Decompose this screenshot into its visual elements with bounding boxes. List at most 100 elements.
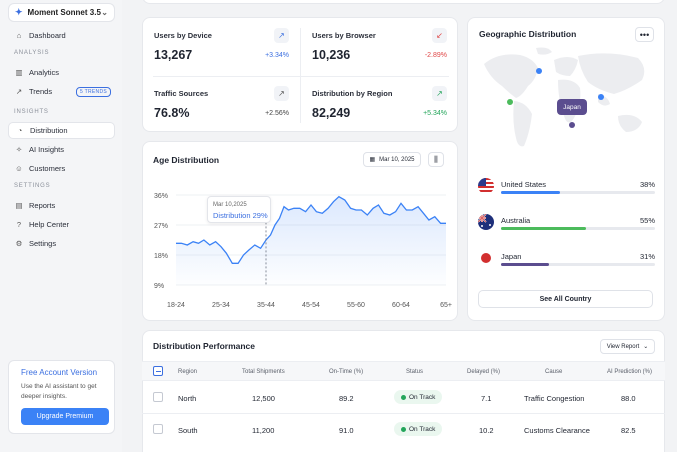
map-marker-3[interactable] bbox=[598, 94, 604, 100]
sidebar-item-reports[interactable]: ▤ Reports bbox=[8, 197, 115, 214]
trend-icon: ↗ bbox=[15, 87, 23, 96]
map-marker-australia[interactable] bbox=[507, 99, 513, 105]
status-dot-icon bbox=[401, 426, 406, 432]
cell-cause: Customs Clearance bbox=[524, 426, 590, 435]
stat-label: Traffic Sources bbox=[154, 89, 209, 98]
sidebar-item-label: AI Insights bbox=[29, 145, 65, 154]
stat-change: -2.89% bbox=[424, 52, 447, 59]
country-percent: 55% bbox=[639, 216, 655, 225]
country-progress-fill bbox=[501, 191, 560, 194]
sidebar-item-label: Trends bbox=[29, 87, 53, 96]
more-icon: ••• bbox=[639, 29, 650, 40]
cell-ontime: 89.2 bbox=[339, 394, 354, 403]
cell-region: South bbox=[178, 426, 198, 435]
table-header: Region Total Shipments On-Time (%) Statu… bbox=[142, 361, 665, 381]
see-all-country-button[interactable]: See All Country bbox=[478, 290, 653, 308]
cell-cause: Traffic Congestion bbox=[524, 394, 585, 403]
country-percent: 38% bbox=[639, 180, 655, 189]
world-map-landmasses bbox=[484, 47, 645, 147]
chevron-down-icon: ⌄ bbox=[643, 344, 649, 350]
cell-delayed: 10.2 bbox=[479, 426, 494, 435]
stat-change: +2.56% bbox=[265, 110, 289, 117]
sidebar-item-label: Reports bbox=[29, 201, 56, 210]
x-tick-label: 55-60 bbox=[347, 302, 365, 309]
stat-change: +5.34% bbox=[423, 110, 447, 117]
map-tooltip: Japan bbox=[557, 99, 587, 115]
status-badge: On Track bbox=[394, 422, 443, 436]
upgrade-title: Free Account Version bbox=[21, 368, 98, 377]
stat-value: 82,249 bbox=[312, 106, 351, 120]
column-header-cause[interactable]: Cause bbox=[545, 369, 563, 375]
more-options-button[interactable]: ••• bbox=[635, 27, 654, 42]
jp-flag-icon bbox=[478, 250, 494, 266]
stat-value: 76.8% bbox=[154, 106, 190, 120]
column-header-region[interactable]: Region bbox=[178, 369, 198, 375]
arrow-up-right-icon[interactable]: ↗ bbox=[274, 28, 289, 43]
us-flag-icon bbox=[478, 178, 494, 194]
series-line bbox=[176, 195, 446, 264]
map-marker-us[interactable] bbox=[536, 68, 542, 74]
stat-label: Users by Device bbox=[154, 31, 212, 40]
column-header-on-time[interactable]: On-Time (%) bbox=[329, 369, 364, 375]
sidebar: ✦ Moment Sonnet 3.5 ⌄ ⌂ Dashboard ANALYS… bbox=[0, 0, 122, 452]
stat-distribution-by-region: Distribution by Region 82,249 ↗ +5.34% bbox=[312, 86, 447, 120]
sidebar-item-customers[interactable]: ☺ Customers bbox=[8, 160, 115, 177]
column-header-total-shipments[interactable]: Total Shipments bbox=[242, 369, 285, 375]
row-checkbox[interactable] bbox=[153, 424, 163, 434]
calendar-icon: ▦ bbox=[369, 157, 376, 163]
stats-divider-horizontal bbox=[153, 76, 449, 77]
sidebar-item-dashboard[interactable]: ⌂ Dashboard bbox=[8, 27, 115, 44]
column-header-delayed[interactable]: Delayed (%) bbox=[467, 369, 501, 375]
country-percent: 31% bbox=[639, 252, 655, 261]
model-name: Moment Sonnet 3.5 bbox=[27, 8, 101, 17]
chart-type-button[interactable]: ⫼ bbox=[428, 152, 444, 167]
age-distribution-title: Age Distribution bbox=[153, 155, 220, 165]
cell-delayed: 7.1 bbox=[481, 394, 492, 403]
stat-label: Distribution by Region bbox=[312, 89, 393, 98]
country-name: Australia bbox=[501, 216, 531, 225]
map-marker-japan[interactable] bbox=[569, 122, 575, 128]
select-all-checkbox[interactable] bbox=[153, 366, 163, 376]
cell-prediction: 88.0 bbox=[621, 394, 636, 403]
stat-users-by-device: Users by Device 13,267 ↗ +3.34% bbox=[154, 28, 289, 62]
sidebar-item-analytics[interactable]: ▥ Analytics bbox=[8, 64, 115, 81]
x-tick-label: 35-44 bbox=[257, 302, 275, 309]
arrow-down-left-icon[interactable]: ↙ bbox=[432, 28, 447, 43]
y-tick-label: 36% bbox=[154, 193, 168, 200]
sidebar-item-label: Analytics bbox=[29, 68, 60, 77]
sidebar-item-distribution[interactable]: ◔ Distribution bbox=[8, 122, 115, 139]
cell-shipments: 11,200 bbox=[252, 426, 275, 435]
upgrade-premium-button[interactable]: Upgrade Premium bbox=[21, 407, 109, 425]
section-label-analysis: ANALYSIS bbox=[14, 50, 50, 56]
user-icon: ☺ bbox=[15, 164, 23, 173]
date-picker-button[interactable]: ▦ Mar 10, 2025 bbox=[363, 152, 421, 167]
status-badge: On Track bbox=[394, 390, 443, 404]
status-label: On Track bbox=[409, 425, 436, 433]
stats-card: Users by Device 13,267 ↗ +3.34% Users by… bbox=[142, 17, 458, 132]
country-name: Japan bbox=[501, 252, 522, 261]
country-progress-fill bbox=[501, 263, 549, 266]
model-selector[interactable]: ✦ Moment Sonnet 3.5 ⌄ bbox=[8, 3, 115, 22]
arrow-up-right-icon[interactable]: ↗ bbox=[432, 86, 447, 101]
sidebar-item-help-center[interactable]: ? Help Center bbox=[8, 216, 115, 233]
sidebar-item-settings[interactable]: ⚙ Settings bbox=[8, 235, 115, 252]
column-header-ai-prediction[interactable]: AI Prediction (%) bbox=[607, 369, 653, 375]
row-checkbox[interactable] bbox=[153, 392, 163, 402]
country-name: United States bbox=[501, 180, 547, 189]
x-tick-label: 45-54 bbox=[302, 302, 320, 309]
arrow-up-right-icon[interactable]: ↗ bbox=[274, 86, 289, 101]
au-flag-icon bbox=[478, 214, 494, 230]
view-report-dropdown[interactable]: View Report ⌄ bbox=[600, 339, 655, 354]
stat-value: 13,267 bbox=[154, 48, 193, 62]
status-label: On Track bbox=[409, 393, 436, 401]
bar-chart-icon: ⫼ bbox=[434, 154, 438, 164]
column-header-status[interactable]: Status bbox=[406, 369, 424, 375]
y-tick-label: 27% bbox=[154, 223, 168, 230]
country-progress-track bbox=[501, 263, 655, 266]
chevron-down-icon: ⌄ bbox=[101, 8, 108, 17]
home-icon: ⌂ bbox=[16, 31, 22, 40]
sidebar-item-ai-insights[interactable]: ✧ AI Insights bbox=[8, 141, 115, 158]
sidebar-item-label: Help Center bbox=[29, 220, 70, 229]
sidebar-item-trends[interactable]: ↗ Trends 5 TRENDS bbox=[8, 83, 115, 100]
section-label-settings: SETTINGS bbox=[14, 183, 51, 189]
